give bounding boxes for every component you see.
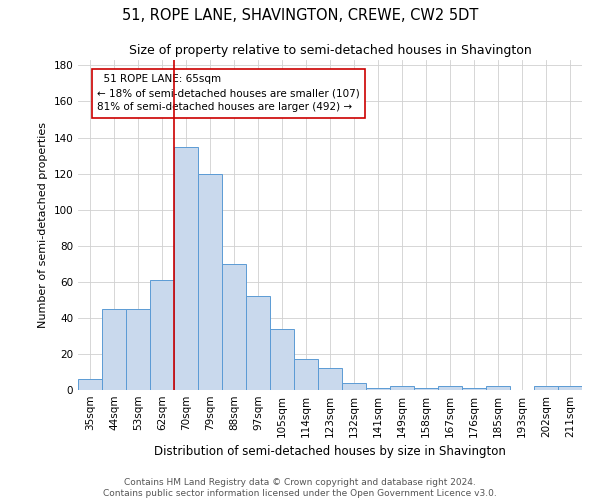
Bar	[318, 368, 342, 390]
Text: 51 ROPE LANE: 65sqm
← 18% of semi-detached houses are smaller (107)
81% of semi-: 51 ROPE LANE: 65sqm ← 18% of semi-detach…	[97, 74, 360, 112]
Bar	[342, 383, 366, 390]
Text: Contains HM Land Registry data © Crown copyright and database right 2024.
Contai: Contains HM Land Registry data © Crown c…	[103, 478, 497, 498]
Bar	[390, 386, 414, 390]
Bar	[366, 388, 390, 390]
Y-axis label: Number of semi-detached properties: Number of semi-detached properties	[38, 122, 48, 328]
Bar	[246, 296, 270, 390]
Bar	[150, 280, 174, 390]
Bar	[558, 386, 582, 390]
Title: Size of property relative to semi-detached houses in Shavington: Size of property relative to semi-detach…	[128, 44, 532, 58]
Bar	[198, 174, 222, 390]
Bar	[102, 309, 126, 390]
Bar	[486, 386, 510, 390]
Bar	[126, 309, 150, 390]
X-axis label: Distribution of semi-detached houses by size in Shavington: Distribution of semi-detached houses by …	[154, 446, 506, 458]
Bar	[534, 386, 558, 390]
Bar	[294, 360, 318, 390]
Bar	[438, 386, 462, 390]
Bar	[270, 328, 294, 390]
Bar	[414, 388, 438, 390]
Bar	[222, 264, 246, 390]
Bar	[78, 379, 102, 390]
Bar	[462, 388, 486, 390]
Text: 51, ROPE LANE, SHAVINGTON, CREWE, CW2 5DT: 51, ROPE LANE, SHAVINGTON, CREWE, CW2 5D…	[122, 8, 478, 22]
Bar	[174, 146, 198, 390]
